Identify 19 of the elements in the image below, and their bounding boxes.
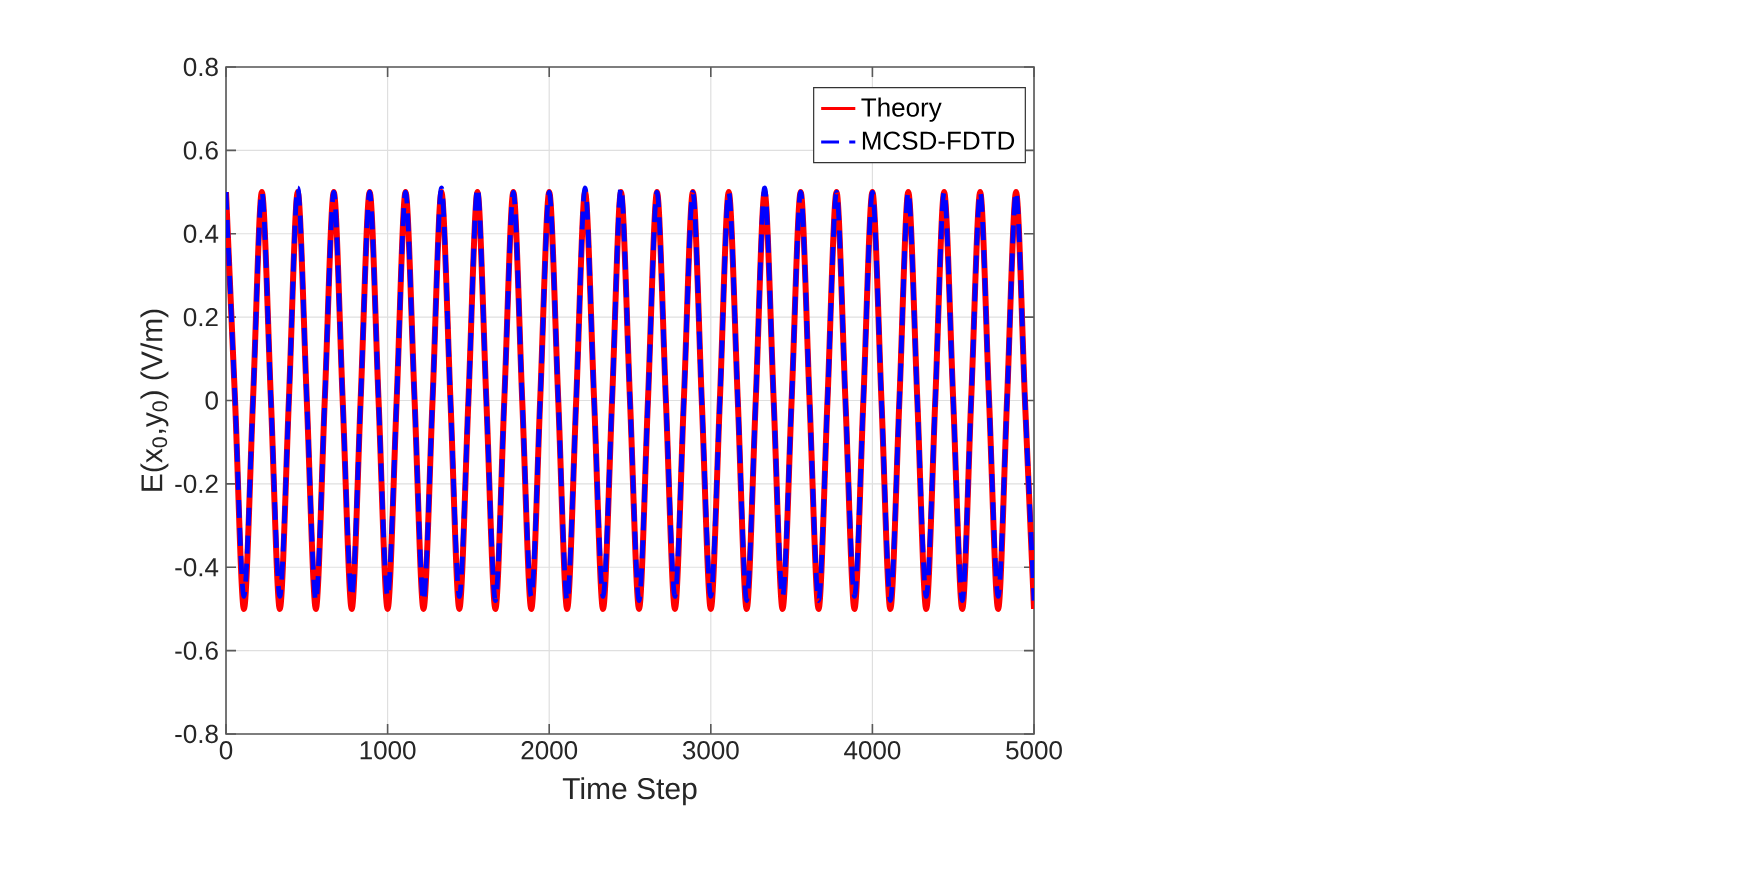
x-tick-label: 5000: [1006, 741, 1062, 760]
x-tick-label: 0: [219, 741, 233, 760]
y-tick-label: 0.8: [183, 57, 218, 77]
x-tick-label: 4000: [844, 741, 901, 760]
y-tick-label: 0.6: [183, 141, 218, 160]
y-tick-label: -0.4: [175, 558, 219, 577]
x-tick-label: 3000: [682, 741, 739, 760]
legend-label: Theory: [861, 97, 942, 122]
y-tick-label: -0.8: [175, 724, 218, 744]
legend-label: MCSD-FDTD: [862, 131, 1015, 150]
y-tick-label: 0.4: [183, 224, 219, 243]
y-axis-title: E(x$_{0}$,y$_{0}$) (V/m): [140, 309, 169, 491]
y-tick-label: 0: [205, 391, 218, 410]
x-axis-title: Time Step: [562, 777, 697, 806]
y-tick-label: -0.6: [175, 641, 218, 660]
y-tick-label: -0.2: [175, 474, 218, 494]
x-tick-label: 2000: [521, 741, 578, 760]
y-tick-label: 0.2: [183, 307, 218, 327]
x-tick-label: 1000: [360, 741, 416, 760]
